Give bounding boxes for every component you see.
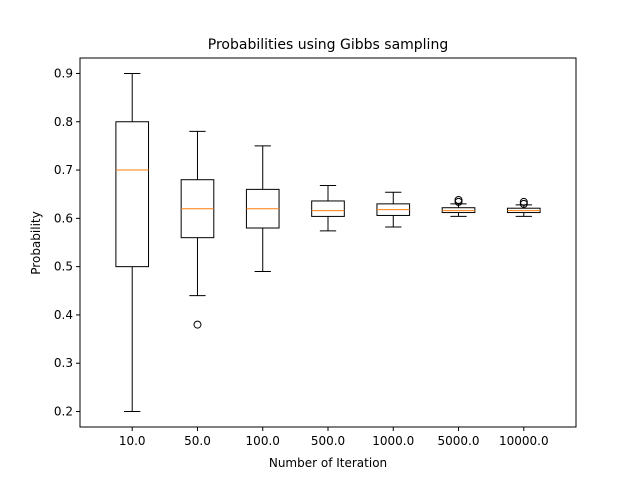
- box-1000.0: [376, 191, 411, 228]
- y-axis: 0.2 0.3 0.4 0.5 0.6 0.7 0.8 0.9: [54, 66, 80, 419]
- y-tick-label: 0.6: [54, 211, 73, 225]
- iqr-box: [115, 121, 150, 268]
- x-axis-label: Number of Iteration: [269, 456, 387, 470]
- outlier-point: [193, 320, 202, 329]
- box-100.0: [245, 145, 280, 272]
- y-tick-label: 0.7: [54, 163, 73, 177]
- y-tick-label: 0.3: [54, 356, 73, 370]
- x-tick-label: 500.0: [311, 434, 345, 448]
- box-500.0: [311, 185, 345, 232]
- box-5000.0: [441, 195, 476, 217]
- x-tick-label: 5000.0: [438, 434, 480, 448]
- box-10.0: [115, 72, 150, 413]
- chart-title: Probabilities using Gibbs sampling: [208, 37, 448, 53]
- y-tick-label: 0.5: [54, 260, 73, 274]
- outlier-point: [519, 197, 528, 206]
- x-tick-label: 100.0: [246, 434, 280, 448]
- y-axis-label: Probability: [29, 211, 43, 274]
- outlier-point: [454, 195, 463, 204]
- box-10000.0: [506, 197, 541, 217]
- iqr-box: [311, 200, 345, 217]
- y-tick-label: 0.9: [54, 66, 73, 80]
- y-tick-label: 0.2: [54, 405, 73, 419]
- x-tick-label: 1000.0: [372, 434, 414, 448]
- y-tick-label: 0.4: [54, 308, 73, 322]
- x-tick-label: 50.0: [184, 434, 211, 448]
- x-tick-label: 10000.0: [499, 434, 549, 448]
- x-axis: 10.0 50.0 100.0 500.0 1000.0 5000.0 10000.0: [119, 427, 549, 448]
- box-50.0: [180, 130, 215, 329]
- x-tick-label: 10.0: [119, 434, 146, 448]
- box-series: [115, 72, 541, 413]
- y-tick-label: 0.8: [54, 115, 73, 129]
- plot-area-frame: [79, 57, 577, 428]
